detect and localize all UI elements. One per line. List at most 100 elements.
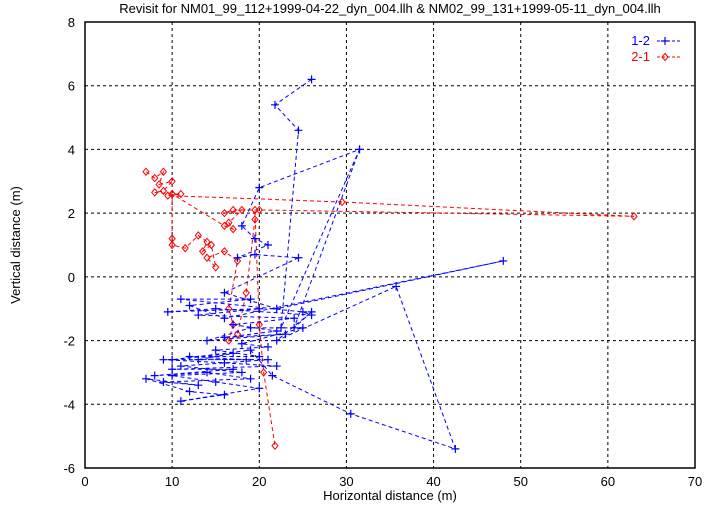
- data-point-plus: [281, 330, 290, 339]
- data-point-plus: [159, 377, 168, 386]
- data-point-diamond: [203, 237, 211, 247]
- data-point-diamond: [212, 263, 220, 272]
- data-point-plus: [220, 358, 229, 367]
- data-point-diamond: [168, 240, 176, 250]
- data-point-plus: [307, 307, 316, 316]
- data-point-plus: [194, 355, 203, 364]
- data-point-diamond: [229, 224, 237, 234]
- data-point-plus: [168, 371, 177, 380]
- data-point-diamond: [229, 205, 237, 215]
- data-point-plus: [176, 295, 185, 304]
- data-point-diamond: [661, 52, 669, 62]
- data-point-plus: [346, 409, 355, 418]
- data-point-plus: [142, 374, 150, 383]
- legend-label-2-1: 2-1: [631, 49, 650, 64]
- data-point-diamond: [259, 368, 268, 377]
- data-point-diamond: [242, 288, 250, 298]
- data-point-plus: [246, 374, 255, 383]
- data-point-plus: [270, 100, 279, 109]
- data-point-plus: [264, 355, 272, 364]
- data-point-plus: [176, 362, 185, 371]
- y-axis-label: Vertical distance (m): [8, 186, 23, 304]
- data-point-plus: [229, 320, 238, 329]
- data-point-plus: [264, 241, 272, 249]
- data-point-diamond: [151, 188, 159, 197]
- legend-label-1-2: 1-2: [631, 33, 650, 48]
- y-tick-label: 6: [68, 79, 75, 94]
- data-point-plus: [203, 336, 211, 345]
- data-point-plus: [255, 352, 264, 361]
- data-point-plus: [290, 314, 299, 323]
- data-point-plus: [451, 444, 460, 453]
- x-tick-label: 40: [426, 474, 440, 489]
- y-tick-label: 0: [68, 270, 75, 285]
- data-point-plus: [176, 397, 185, 406]
- series-1-2: [142, 75, 508, 453]
- data-point-diamond: [207, 240, 216, 250]
- data-point-plus: [250, 234, 259, 243]
- data-point-plus: [272, 336, 281, 345]
- data-point-plus: [237, 221, 246, 230]
- data-point-plus: [255, 183, 264, 192]
- data-point-plus: [298, 307, 307, 316]
- data-point-diamond: [251, 205, 259, 215]
- data-point-diamond: [233, 256, 242, 266]
- data-point-plus: [185, 387, 194, 396]
- data-point-diamond: [225, 336, 233, 345]
- x-tick-label: 30: [339, 474, 353, 489]
- data-point-plus: [294, 253, 303, 262]
- data-point-plus: [211, 377, 220, 386]
- data-point-diamond: [194, 231, 202, 240]
- series-layer: [142, 75, 638, 453]
- data-point-plus: [272, 304, 281, 313]
- data-point-plus: [307, 75, 316, 84]
- data-point-plus: [246, 346, 255, 355]
- data-point-plus: [203, 368, 211, 377]
- data-point-diamond: [203, 253, 211, 263]
- y-tick-label: 2: [68, 206, 75, 221]
- data-point-plus: [255, 304, 264, 313]
- data-point-diamond: [220, 208, 229, 218]
- data-point-plus: [211, 304, 220, 313]
- x-axis-label: Horizontal distance (m): [323, 488, 457, 503]
- x-tick-label: 10: [165, 474, 179, 489]
- x-tick-label: 50: [513, 474, 527, 489]
- plot-frame: [84, 21, 696, 469]
- data-point-diamond: [177, 189, 185, 199]
- data-point-plus: [220, 314, 229, 323]
- data-point-diamond: [168, 177, 176, 186]
- data-point-plus: [185, 352, 194, 361]
- data-point-plus: [246, 323, 255, 332]
- data-point-diamond: [155, 180, 163, 189]
- data-point-plus: [185, 301, 194, 310]
- data-point-diamond: [220, 221, 229, 231]
- data-point-diamond: [181, 243, 189, 253]
- y-tick-label: -4: [63, 397, 75, 412]
- data-point-plus: [661, 37, 669, 45]
- data-point-plus: [272, 327, 281, 336]
- data-point-diamond: [220, 247, 229, 256]
- chart-title: Revisit for NM01_99_112+1999-04-22_dyn_0…: [119, 1, 661, 16]
- data-point-plus: [290, 323, 299, 332]
- data-point-plus: [163, 307, 172, 316]
- data-point-diamond: [238, 205, 246, 215]
- data-point-plus: [242, 355, 251, 364]
- tick-labels: 0 10 20 30 40 50 60 70 -6 -4 -2 0 2 4 6 8: [63, 15, 702, 489]
- data-point-plus: [237, 339, 246, 348]
- data-point-plus: [237, 368, 246, 377]
- data-point-plus: [294, 126, 303, 135]
- data-point-plus: [298, 323, 307, 332]
- data-point-diamond: [338, 197, 346, 207]
- y-tick-label: -2: [63, 334, 75, 349]
- data-point-diamond: [630, 212, 638, 221]
- data-point-plus: [355, 145, 364, 154]
- data-point-diamond: [159, 186, 168, 196]
- data-point-plus: [150, 371, 159, 380]
- data-point-plus: [499, 256, 508, 265]
- legend: 1-2 2-1: [631, 33, 681, 64]
- data-point-diamond: [151, 173, 159, 183]
- data-point-plus: [264, 342, 272, 351]
- x-tick-label: 60: [601, 474, 615, 489]
